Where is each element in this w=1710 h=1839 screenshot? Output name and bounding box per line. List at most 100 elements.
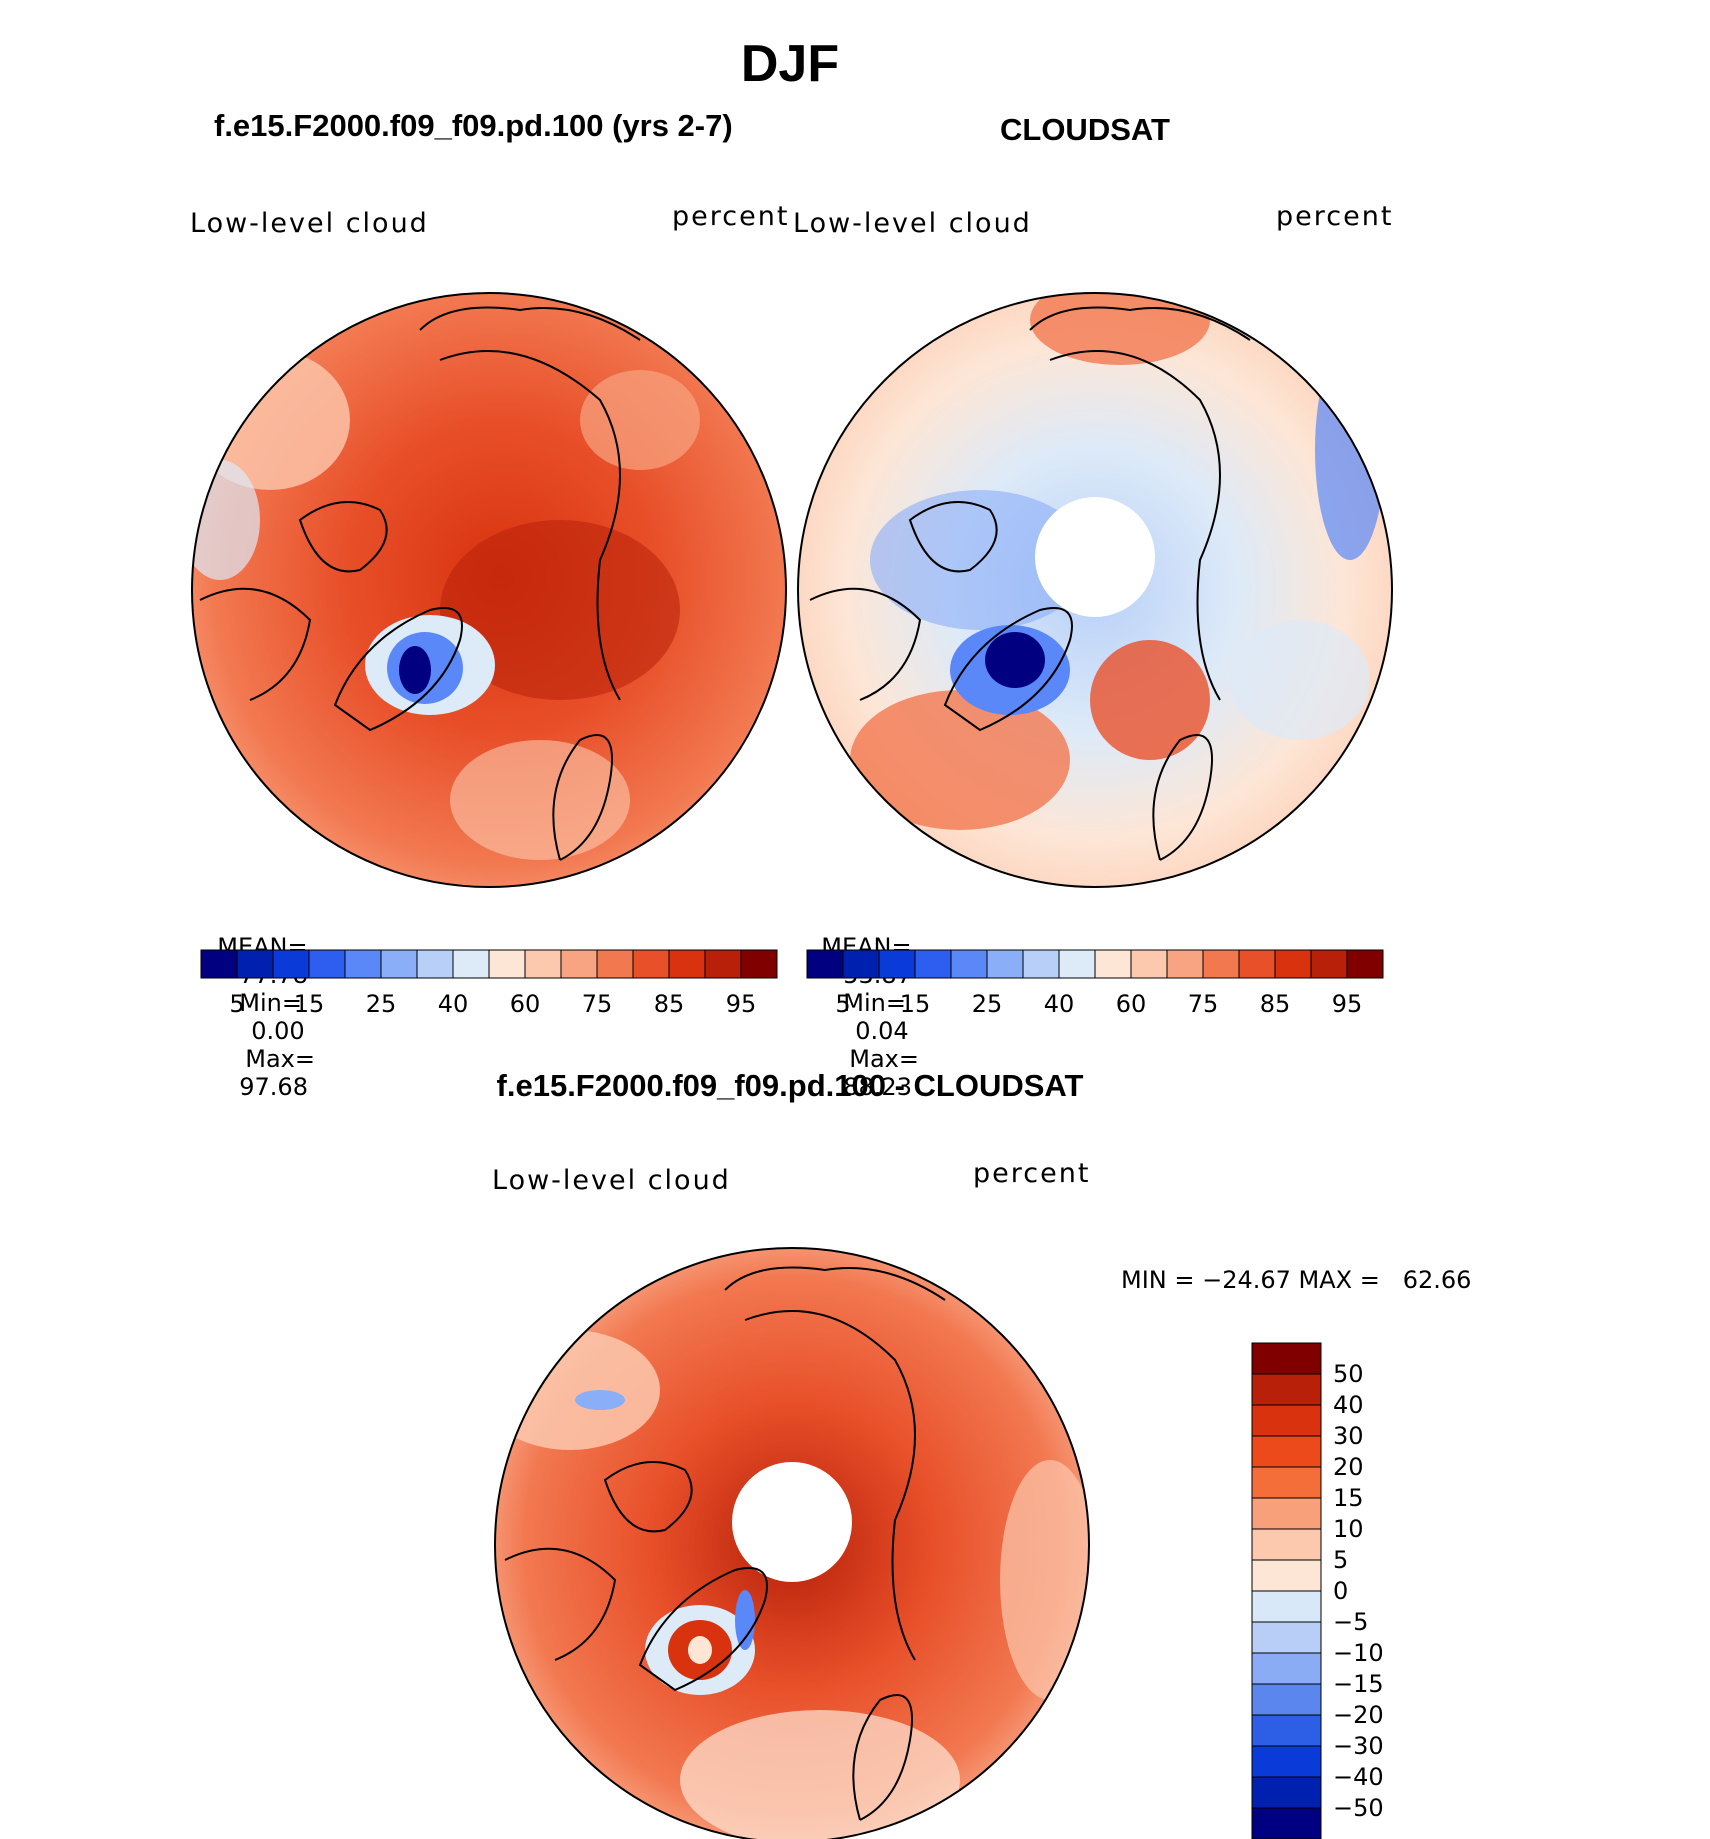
obs-units-label: percent bbox=[1276, 201, 1394, 232]
colorbar-swatch bbox=[1202, 949, 1240, 979]
colorbar-swatch bbox=[806, 949, 844, 979]
obs-map-border bbox=[797, 292, 1393, 888]
colorbar-tick-label: 15 bbox=[900, 990, 931, 1018]
model-map bbox=[192, 293, 786, 887]
colorbar-swatch bbox=[1274, 949, 1312, 979]
colorbar-swatch bbox=[704, 949, 742, 979]
diff-polar-hole bbox=[732, 1462, 852, 1582]
colorbar-swatch bbox=[596, 949, 634, 979]
season-title: DJF bbox=[740, 35, 840, 93]
colorbar-tick-label: 75 bbox=[582, 990, 613, 1018]
colorbar-swatch bbox=[1238, 949, 1276, 979]
colorbar-swatch bbox=[1251, 1776, 1322, 1809]
diff-coastlines bbox=[504, 1266, 946, 1821]
model-variable-label: Low-level cloud bbox=[190, 208, 429, 239]
colorbar-swatch bbox=[1251, 1745, 1322, 1778]
obs-min-value: 0.04 bbox=[855, 1017, 909, 1045]
colorbar-tick-label: 5 bbox=[835, 990, 850, 1018]
colorbar-swatch bbox=[1022, 949, 1060, 979]
colorbar-tick-label: 20 bbox=[1333, 1453, 1364, 1481]
obs-max-label: Max= bbox=[849, 1045, 919, 1073]
colorbar-tick-label: 95 bbox=[1332, 990, 1363, 1018]
colorbar-tick-label: 75 bbox=[1188, 990, 1219, 1018]
colorbar-swatch bbox=[416, 949, 454, 979]
colorbar-swatch bbox=[668, 949, 706, 979]
obs-min-label: Min= bbox=[843, 989, 906, 1017]
colorbar-tick-label: 15 bbox=[1333, 1484, 1364, 1512]
model-min-label: Min= bbox=[239, 989, 302, 1017]
colorbar-swatch bbox=[1251, 1621, 1322, 1654]
colorbar-tick-label: 40 bbox=[438, 990, 469, 1018]
colorbar-swatch bbox=[914, 949, 952, 979]
colorbar-swatch bbox=[950, 949, 988, 979]
colorbar-tick-label: 5 bbox=[1333, 1546, 1348, 1574]
colorbar-tick-label: 85 bbox=[654, 990, 685, 1018]
diff-panel-title: f.e15.F2000.f09_f09.pd.100 - CLOUDSAT bbox=[496, 1068, 1084, 1103]
colorbar-swatch bbox=[632, 949, 670, 979]
colorbar-tick-label: 50 bbox=[1333, 1360, 1364, 1388]
colorbar-swatch bbox=[1251, 1497, 1322, 1530]
colorbar-swatch bbox=[1094, 949, 1132, 979]
model-coastlines bbox=[199, 306, 641, 861]
model-max-value: 97.68 bbox=[239, 1073, 308, 1101]
colorbar-swatch bbox=[1130, 949, 1168, 979]
colorbar-swatch bbox=[878, 949, 916, 979]
colorbar-swatch bbox=[524, 949, 562, 979]
colorbar-tick-label: −20 bbox=[1333, 1701, 1384, 1729]
obs-variable-label: Low-level cloud bbox=[793, 208, 1032, 239]
colorbar-tick-label: 60 bbox=[1116, 990, 1147, 1018]
colorbar-swatch bbox=[1251, 1373, 1322, 1406]
colorbar-tick-label: 10 bbox=[1333, 1515, 1364, 1543]
model-min-value: 0.00 bbox=[251, 1017, 305, 1045]
obs-panel-title: CLOUDSAT bbox=[1000, 112, 1170, 147]
colorbar-swatch bbox=[1310, 949, 1348, 979]
colorbar-tick-label: −50 bbox=[1333, 1794, 1384, 1822]
obs-polar-hole bbox=[1035, 497, 1155, 617]
model-colorbar: 5 15 25 40 60 75 85 95 bbox=[200, 949, 778, 1018]
diff-minmax: MIN = −24.67 MAX = 62.66 bbox=[1121, 1266, 1472, 1294]
colorbar-tick-label: 25 bbox=[972, 990, 1003, 1018]
colorbar-swatch bbox=[842, 949, 880, 979]
colorbar-swatch bbox=[308, 949, 346, 979]
colorbar-tick-label: 25 bbox=[366, 990, 397, 1018]
diff-units-label: percent bbox=[973, 1158, 1091, 1189]
colorbar-tick-label: 40 bbox=[1333, 1391, 1364, 1419]
colorbar-swatch bbox=[1166, 949, 1204, 979]
colorbar-tick-label: 95 bbox=[726, 990, 757, 1018]
colorbar-tick-label: 40 bbox=[1044, 990, 1075, 1018]
colorbar-tick-label: −10 bbox=[1333, 1639, 1384, 1667]
model-map-border bbox=[191, 292, 787, 888]
colorbar-swatch bbox=[272, 949, 310, 979]
colorbar-tick-label: −30 bbox=[1333, 1732, 1384, 1760]
colorbar-swatch bbox=[1251, 1342, 1322, 1375]
colorbar-tick-label: 0 bbox=[1333, 1577, 1348, 1605]
diff-variable-label: Low-level cloud bbox=[492, 1165, 731, 1196]
model-units-label: percent bbox=[672, 201, 790, 232]
colorbar-swatch bbox=[236, 949, 274, 979]
colorbar-swatch bbox=[344, 949, 382, 979]
colorbar-swatch bbox=[740, 949, 778, 979]
colorbar-tick-label: 85 bbox=[1260, 990, 1291, 1018]
colorbar-swatch bbox=[1251, 1590, 1322, 1623]
obs-max-value: 88.23 bbox=[843, 1073, 912, 1101]
colorbar-swatch bbox=[1251, 1435, 1322, 1468]
colorbar-swatch bbox=[986, 949, 1024, 979]
model-max-label: Max= bbox=[245, 1045, 315, 1073]
colorbar-swatch bbox=[1251, 1528, 1322, 1561]
colorbar-tick-label: −5 bbox=[1333, 1608, 1368, 1636]
colorbar-tick-label: 5 bbox=[229, 990, 244, 1018]
colorbar-swatch bbox=[488, 949, 526, 979]
colorbar-swatch bbox=[1251, 1714, 1322, 1747]
colorbar-swatch bbox=[1251, 1807, 1322, 1839]
colorbar-swatch bbox=[1058, 949, 1096, 979]
colorbar-swatch bbox=[1251, 1466, 1322, 1499]
colorbar-swatch bbox=[560, 949, 598, 979]
colorbar-swatch bbox=[1251, 1404, 1322, 1437]
obs-coastlines bbox=[809, 306, 1251, 861]
obs-colorbar: 5 15 25 40 60 75 85 95 bbox=[806, 949, 1384, 1018]
colorbar-tick-label: −40 bbox=[1333, 1763, 1384, 1791]
colorbar-swatch bbox=[200, 949, 238, 979]
colorbar-swatch bbox=[380, 949, 418, 979]
